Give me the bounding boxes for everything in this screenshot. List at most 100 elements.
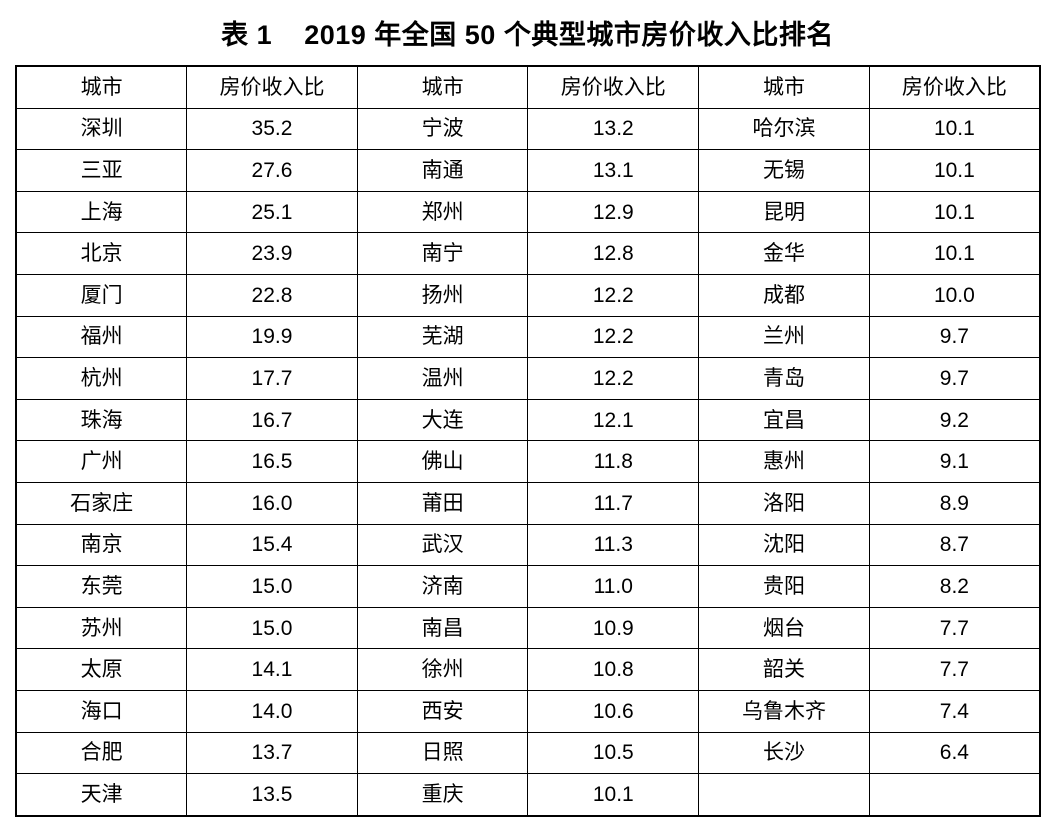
city-cell: 天津 <box>15 773 188 817</box>
city-cell: 佛山 <box>356 440 529 483</box>
city-cell: 兰州 <box>698 315 870 359</box>
ratio-cell: 9.7 <box>868 357 1041 400</box>
ratio-cell: 16.7 <box>186 398 358 442</box>
ratio-cell: 10.1 <box>868 232 1041 275</box>
ratio-cell: 22.8 <box>186 273 358 317</box>
city-cell: 烟台 <box>698 606 870 650</box>
ratio-cell: 7.4 <box>868 689 1041 733</box>
house-price-income-ratio-table: 城市 房价收入比 城市 房价收入比 城市 房价收入比 深圳 35.2 宁波 13.2 哈尔滨 10.… <box>15 65 1041 817</box>
table-head: 城市 房价收入比 城市 房价收入比 城市 房价收入比 <box>15 65 1041 109</box>
city-cell: 珠海 <box>15 398 188 442</box>
city-cell: 南京 <box>15 523 188 567</box>
city-cell: 宜昌 <box>698 398 870 442</box>
ratio-cell: 9.7 <box>868 315 1041 359</box>
ratio-cell: 10.6 <box>527 689 700 733</box>
city-cell: 沈阳 <box>698 523 870 567</box>
city-cell: 无锡 <box>698 149 870 192</box>
table-row: 太原 14.1 徐州 10.8 韶关 7.7 <box>15 648 1041 691</box>
city-cell: 石家庄 <box>15 481 188 525</box>
table-row: 杭州 17.7 温州 12.2 青岛 9.7 <box>15 357 1041 400</box>
table-header-row: 城市 房价收入比 城市 房价收入比 城市 房价收入比 <box>15 65 1041 109</box>
city-cell: 大连 <box>356 398 529 442</box>
ratio-cell: 12.8 <box>527 232 700 275</box>
ratio-cell <box>868 773 1041 817</box>
ratio-cell: 19.9 <box>186 315 358 359</box>
ratio-cell: 13.7 <box>186 731 358 775</box>
city-cell: 惠州 <box>698 440 870 483</box>
ratio-cell: 7.7 <box>868 648 1041 691</box>
ratio-cell: 15.4 <box>186 523 358 567</box>
city-cell: 东莞 <box>15 565 188 608</box>
city-cell: 济南 <box>356 565 529 608</box>
table-row: 北京 23.9 南宁 12.8 金华 10.1 <box>15 232 1041 275</box>
city-cell: 扬州 <box>356 273 529 317</box>
ratio-cell: 10.1 <box>527 773 700 817</box>
city-cell: 南宁 <box>356 232 529 275</box>
table-row: 上海 25.1 郑州 12.9 昆明 10.1 <box>15 190 1041 234</box>
ratio-cell: 10.1 <box>868 190 1041 234</box>
table-number-label: 表 1 <box>221 20 273 50</box>
table-row: 合肥 13.7 日照 10.5 长沙 6.4 <box>15 731 1041 775</box>
ratio-cell: 10.1 <box>868 107 1041 151</box>
city-cell: 长沙 <box>698 731 870 775</box>
table-row: 厦门 22.8 扬州 12.2 成都 10.0 <box>15 273 1041 317</box>
ratio-cell: 15.0 <box>186 606 358 650</box>
ratio-cell: 12.2 <box>527 315 700 359</box>
city-cell: 三亚 <box>15 149 188 192</box>
ratio-cell: 12.9 <box>527 190 700 234</box>
ratio-cell: 15.0 <box>186 565 358 608</box>
ratio-cell: 10.5 <box>527 731 700 775</box>
city-cell: 芜湖 <box>356 315 529 359</box>
city-cell: 贵阳 <box>698 565 870 608</box>
ratio-cell: 16.5 <box>186 440 358 483</box>
city-cell: 广州 <box>15 440 188 483</box>
table-row: 海口 14.0 西安 10.6 乌鲁木齐 7.4 <box>15 689 1041 733</box>
city-cell: 宁波 <box>356 107 529 151</box>
city-cell: 昆明 <box>698 190 870 234</box>
city-cell: 福州 <box>15 315 188 359</box>
table-title-text: 2019 年全国 50 个典型城市房价收入比排名 <box>304 20 834 50</box>
column-header-ratio: 房价收入比 <box>868 65 1041 109</box>
ratio-cell: 6.4 <box>868 731 1041 775</box>
table-row: 福州 19.9 芜湖 12.2 兰州 9.7 <box>15 315 1041 359</box>
table-row: 三亚 27.6 南通 13.1 无锡 10.1 <box>15 149 1041 192</box>
ratio-cell: 11.8 <box>527 440 700 483</box>
city-cell: 太原 <box>15 648 188 691</box>
table-row: 珠海 16.7 大连 12.1 宜昌 9.2 <box>15 398 1041 442</box>
city-cell: 杭州 <box>15 357 188 400</box>
city-cell: 合肥 <box>15 731 188 775</box>
city-cell: 西安 <box>356 689 529 733</box>
ratio-cell: 9.1 <box>868 440 1041 483</box>
city-cell: 郑州 <box>356 190 529 234</box>
ratio-cell: 12.2 <box>527 357 700 400</box>
column-header-ratio: 房价收入比 <box>186 65 358 109</box>
city-cell: 武汉 <box>356 523 529 567</box>
table-row: 东莞 15.0 济南 11.0 贵阳 8.2 <box>15 565 1041 608</box>
ratio-cell: 10.9 <box>527 606 700 650</box>
city-cell: 莆田 <box>356 481 529 525</box>
table-row: 深圳 35.2 宁波 13.2 哈尔滨 10.1 <box>15 107 1041 151</box>
city-cell: 重庆 <box>356 773 529 817</box>
city-cell: 青岛 <box>698 357 870 400</box>
city-cell: 洛阳 <box>698 481 870 525</box>
ratio-cell: 14.1 <box>186 648 358 691</box>
city-cell: 韶关 <box>698 648 870 691</box>
ratio-cell: 10.1 <box>868 149 1041 192</box>
ratio-cell: 13.1 <box>527 149 700 192</box>
ratio-cell: 11.7 <box>527 481 700 525</box>
ratio-cell: 9.2 <box>868 398 1041 442</box>
table-row: 石家庄 16.0 莆田 11.7 洛阳 8.9 <box>15 481 1041 525</box>
ratio-cell: 10.0 <box>868 273 1041 317</box>
ratio-cell: 13.2 <box>527 107 700 151</box>
city-cell: 上海 <box>15 190 188 234</box>
city-cell: 苏州 <box>15 606 188 650</box>
city-cell: 深圳 <box>15 107 188 151</box>
column-header-city: 城市 <box>15 65 188 109</box>
ratio-cell: 12.1 <box>527 398 700 442</box>
city-cell: 海口 <box>15 689 188 733</box>
table-row: 广州 16.5 佛山 11.8 惠州 9.1 <box>15 440 1041 483</box>
ratio-cell: 17.7 <box>186 357 358 400</box>
ratio-cell: 8.7 <box>868 523 1041 567</box>
city-cell: 徐州 <box>356 648 529 691</box>
ratio-cell: 7.7 <box>868 606 1041 650</box>
